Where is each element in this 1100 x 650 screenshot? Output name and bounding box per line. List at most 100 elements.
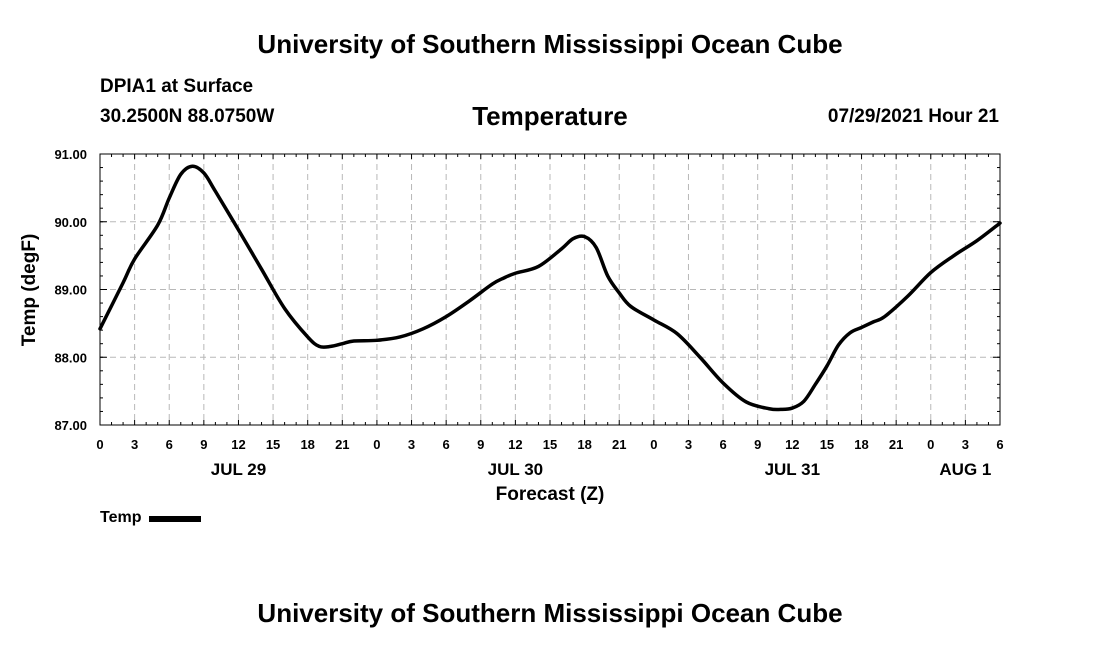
x-tick-label: 18	[577, 437, 591, 452]
forecast-datetime: 07/29/2021 Hour 21	[827, 106, 999, 127]
temp-data-point	[837, 344, 840, 346]
temp-data-point	[353, 340, 355, 342]
x-tick-label: 0	[927, 437, 934, 452]
x-axis-label: Forecast (Z)	[496, 484, 605, 505]
temp-data-point	[468, 300, 471, 302]
temp-data-point	[179, 173, 182, 176]
date-label: JUL 31	[765, 460, 820, 479]
temp-data-point	[976, 239, 978, 242]
x-tick-label: 12	[508, 437, 522, 452]
temp-data-point	[168, 197, 171, 199]
y-tick-label: 88.00	[54, 350, 87, 365]
temp-data-point	[214, 190, 217, 193]
x-tick-label: 3	[408, 437, 415, 452]
temp-data-point	[618, 292, 621, 294]
temp-data-point	[329, 345, 332, 348]
temp-data-point	[791, 407, 794, 409]
temp-data-point	[503, 277, 505, 279]
x-tick-label: 6	[719, 437, 726, 452]
temp-data-point	[595, 246, 597, 249]
temp-data-point	[872, 321, 874, 323]
temp-series-line	[98, 164, 1002, 412]
temp-data-point	[606, 275, 609, 277]
x-tick-label: 9	[200, 437, 207, 452]
temp-data-point	[491, 283, 494, 285]
coordinates-label: 30.2500N 88.0750W	[100, 106, 275, 127]
x-tick-label: 3	[685, 437, 692, 452]
x-tick-label: 21	[612, 437, 626, 452]
chart-title: Temperature	[472, 101, 628, 131]
temp-data-point	[768, 407, 771, 410]
temp-data-point	[699, 356, 701, 359]
x-tick-label: 21	[335, 437, 349, 452]
temp-data-point	[629, 305, 632, 308]
y-axis-label: Temp (degF)	[19, 234, 40, 347]
temp-data-point	[883, 315, 886, 318]
footer-title: University of Southern Mississippi Ocean…	[257, 598, 843, 628]
temp-data-point	[860, 326, 863, 329]
date-label: AUG 1	[939, 460, 991, 479]
x-tick-label: 6	[443, 437, 450, 452]
y-tick-label: 89.00	[54, 283, 87, 298]
x-tick-label: 12	[231, 437, 245, 452]
temp-data-point	[814, 383, 817, 386]
station-label: DPIA1 at Surface	[100, 76, 254, 97]
x-tick-label: 0	[373, 437, 380, 452]
temp-data-point	[999, 222, 1001, 224]
temp-data-point	[745, 401, 747, 403]
temp-data-point	[399, 336, 401, 338]
temp-data-point	[653, 319, 655, 321]
temp-data-point	[722, 382, 724, 384]
x-tick-label: 9	[477, 437, 484, 452]
temp-data-point	[156, 224, 159, 226]
temp-data-point	[133, 258, 136, 260]
x-tick-label: 9	[754, 437, 761, 452]
legend-label: Temp	[100, 509, 142, 526]
date-label: JUL 29	[211, 460, 266, 479]
temp-data-point	[537, 265, 540, 268]
legend: Temp	[100, 509, 202, 527]
x-tick-label: 0	[96, 437, 103, 452]
temp-data-point	[676, 332, 678, 335]
temp-data-point	[122, 281, 124, 284]
temp-data-point	[99, 327, 101, 330]
temp-data-point	[953, 254, 955, 257]
temp-data-point	[826, 365, 828, 367]
x-tick-label: 3	[962, 437, 969, 452]
x-tick-label: 21	[889, 437, 903, 452]
temp-data-point	[422, 327, 424, 330]
x-tick-label: 18	[300, 437, 314, 452]
temp-data-point	[376, 339, 378, 342]
y-tick-label: 87.00	[54, 418, 87, 433]
x-tick-label: 6	[166, 437, 173, 452]
temp-data-point	[283, 307, 286, 310]
temp-data-point	[583, 235, 586, 238]
x-tick-label: 15	[543, 437, 557, 452]
legend-swatch	[149, 516, 202, 522]
temp-data-point	[306, 336, 309, 338]
temp-data-point	[514, 272, 517, 275]
temp-data-point	[341, 342, 344, 345]
temp-data-point	[203, 172, 205, 174]
temp-data-point	[560, 248, 563, 250]
page-title: University of Southern Mississippi Ocean…	[257, 29, 843, 59]
temp-data-point	[906, 295, 909, 298]
temp-data-point	[572, 237, 574, 240]
temp-data-point	[237, 229, 240, 231]
temp-data-point	[929, 271, 932, 274]
x-tick-label: 6	[996, 437, 1003, 452]
temp-data-point	[803, 400, 805, 403]
temp-data-point	[318, 345, 321, 348]
y-tick-label: 90.00	[54, 215, 87, 230]
x-tick-label: 0	[650, 437, 657, 452]
x-tick-label: 18	[854, 437, 868, 452]
y-tick-label: 91.00	[54, 147, 87, 162]
temp-data-point	[779, 408, 782, 411]
x-tick-label: 15	[820, 437, 834, 452]
date-label: JUL 30	[488, 460, 543, 479]
x-tick-label: 3	[131, 437, 138, 452]
temp-data-point	[260, 268, 263, 270]
x-tick-label: 15	[266, 437, 280, 452]
temp-data-point	[191, 165, 194, 167]
x-tick-label: 12	[785, 437, 799, 452]
